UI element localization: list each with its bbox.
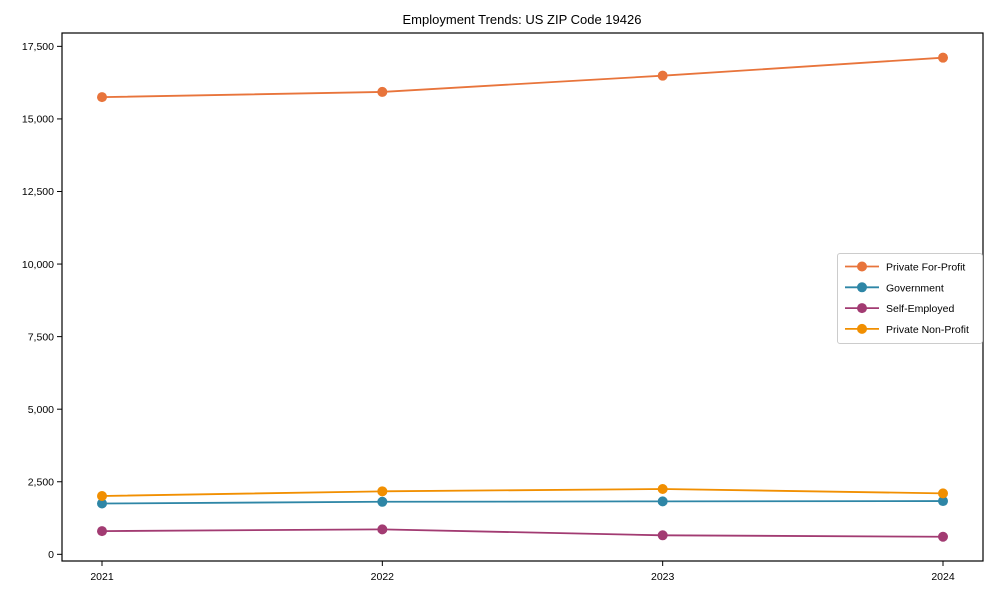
data-point-private-for-profit-2023 xyxy=(657,70,668,81)
y-axis-tick-label: 15,000 xyxy=(22,114,54,126)
data-point-private-non-profit-2022 xyxy=(377,486,388,497)
legend-label: Private Non-Profit xyxy=(886,324,969,336)
legend-entry-self-employed: Self-Employed xyxy=(845,303,954,315)
series-line-self-employed xyxy=(101,528,944,538)
legend-box xyxy=(837,253,983,344)
data-point-self-employed-2021 xyxy=(97,526,107,537)
data-point-self-employed-2024 xyxy=(938,531,948,542)
data-point-self-employed-2023 xyxy=(657,530,668,541)
y-axis-tick-label: 2,500 xyxy=(28,476,54,488)
series-line-private-for-profit xyxy=(101,56,944,99)
data-point-private-non-profit-2021 xyxy=(97,490,107,501)
data-point-private-for-profit-2022 xyxy=(377,86,388,97)
data-point-private-for-profit-2021 xyxy=(97,92,107,103)
y-axis-tick-label: 5,000 xyxy=(28,404,54,416)
legend-circle-marker-icon xyxy=(857,282,867,293)
data-point-government-2022 xyxy=(377,496,388,507)
data-point-private-for-profit-2024 xyxy=(938,52,948,63)
data-point-self-employed-2022 xyxy=(377,524,388,535)
data-point-government-2021 xyxy=(97,498,107,509)
plot-area: 0 2,500 5,000 7,500 10,000 12,500 15,000 17,500… xyxy=(22,32,984,583)
data-point-private-non-profit-2024 xyxy=(938,488,948,499)
legend-entry-private-for-profit: Private For-Profit xyxy=(845,261,965,274)
legend-circle-marker-icon xyxy=(857,323,867,334)
legend-circle-marker-icon xyxy=(857,303,867,314)
x-axis-tick-label: 2021 xyxy=(90,571,114,583)
y-axis-tick-label: 17,500 xyxy=(22,41,54,53)
y-axis-tick-label: 0 xyxy=(48,549,54,561)
legend-circle-marker-icon xyxy=(857,261,867,272)
x-axis-tick-label: 2023 xyxy=(651,571,675,583)
legend: Private For-Profit Government Self-Emplo… xyxy=(837,253,983,344)
data-point-private-non-profit-2023 xyxy=(657,484,668,495)
x-axis-tick-label: 2022 xyxy=(371,571,395,583)
data-point-government-2023 xyxy=(657,496,668,507)
series-line-government xyxy=(101,500,944,505)
legend-entry-government: Government xyxy=(845,282,944,294)
x-axis-tick-label: 2024 xyxy=(931,571,955,583)
legend-label: Government xyxy=(886,282,944,294)
y-axis-tick-label: 10,000 xyxy=(22,259,54,271)
chart-title: Employment Trends: US ZIP Code 19426 xyxy=(403,12,642,27)
legend-label: Private For-Profit xyxy=(886,262,965,274)
legend-entry-private-non-profit: Private Non-Profit xyxy=(845,323,969,336)
legend-label: Self-Employed xyxy=(886,303,954,315)
data-point-government-2024 xyxy=(938,496,948,507)
y-axis-tick-label: 12,500 xyxy=(22,186,54,198)
y-axis-tick-label: 7,500 xyxy=(28,331,54,343)
series-line-private-non-profit xyxy=(101,488,944,497)
